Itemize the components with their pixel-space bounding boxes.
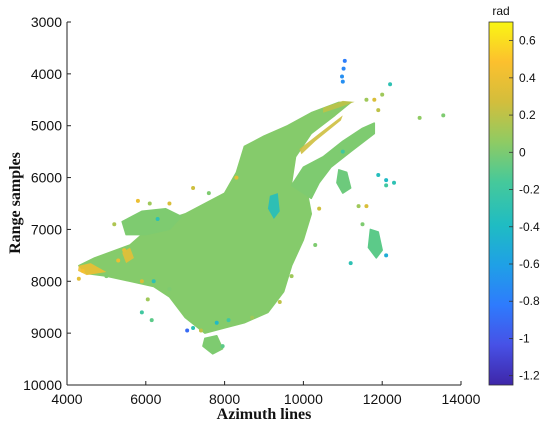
scatter-point [384, 178, 389, 183]
scatter-point [313, 242, 318, 247]
y-tick-label: 4000 [31, 66, 62, 82]
y-tick-label: 3000 [31, 14, 62, 30]
x-tick-label: 4000 [51, 391, 82, 407]
y-axis-ticks: 3000 4000 5000 6000 7000 8000 9000 10000 [23, 14, 71, 393]
x-tick-label: 14000 [442, 391, 481, 407]
scatter-points [76, 58, 446, 349]
scatter-point [388, 82, 393, 87]
colorbar: rad 0.6 0.4 0.2 0 -0.2 -0.4 -0.6 -0.8 -1 -1.2 [488, 4, 540, 386]
scatter-point [340, 79, 345, 84]
scatter-point [348, 261, 353, 266]
scatter-point [356, 204, 361, 209]
scatter-point [392, 180, 397, 185]
scatter-point [214, 320, 219, 325]
scatter-point [384, 183, 389, 188]
scatter-point [342, 58, 347, 63]
scatter-point [116, 258, 121, 263]
scatter-point [220, 344, 225, 349]
scatter-point [185, 328, 190, 333]
colorbar-tick-label: -0.6 [519, 257, 540, 271]
colorbar-tick-label: 0.4 [519, 71, 536, 85]
region-ne-lobe [290, 122, 376, 200]
scatter-point [360, 222, 365, 227]
colorbar-tick-label: -0.8 [519, 294, 540, 308]
colorbar-tick-label: -1.2 [519, 369, 540, 383]
scatter-point [80, 268, 85, 273]
x-tick-label: 6000 [130, 391, 161, 407]
colorbar-ticks: 0.6 0.4 0.2 0 -0.2 -0.4 -0.6 -0.8 -1 -1.2 [509, 34, 540, 383]
scatter-point [122, 248, 127, 253]
scatter-point [289, 274, 294, 279]
region-se-lobe [367, 228, 383, 259]
scatter-point [226, 318, 231, 323]
colorbar-tick-label: -0.4 [519, 220, 540, 234]
scatter-point [364, 204, 369, 209]
scatter-point [250, 315, 255, 320]
colorbar-gradient [488, 21, 514, 386]
scatter-point [191, 185, 196, 190]
scatter-point [145, 297, 150, 302]
x-tick-label: 12000 [363, 391, 402, 407]
y-tick-label: 6000 [31, 170, 62, 186]
y-tick-label: 5000 [31, 118, 62, 134]
scatter-point [376, 108, 381, 113]
colorbar-tick-label: 0 [519, 145, 526, 159]
scatter-point [191, 325, 196, 330]
scatter-point [139, 279, 144, 284]
scatter-point [340, 74, 345, 79]
x-tick-label: 10000 [284, 391, 323, 407]
scatter-point [384, 253, 389, 258]
scatter-point [151, 279, 156, 284]
feature-cyan-lake [267, 193, 280, 220]
colorbar-unit-label: rad [492, 4, 509, 18]
region-e-lobe [336, 169, 352, 194]
colorbar-tick-label: 0.2 [519, 108, 536, 122]
y-tick-label: 10000 [23, 377, 62, 393]
y-tick-label: 8000 [31, 273, 62, 289]
x-tick-label: 8000 [209, 391, 240, 407]
y-tick-label: 7000 [31, 221, 62, 237]
x-axis-ticks: 4000 6000 8000 10000 12000 14000 [51, 381, 481, 407]
region-s-lobe [202, 334, 224, 355]
scatter-point [372, 97, 377, 102]
colorbar-tick-label: -0.2 [519, 183, 540, 197]
scatter-point [149, 318, 154, 323]
scatter-point [380, 92, 385, 97]
colorbar-tick-label: -1 [519, 331, 530, 345]
scatter-point [317, 206, 322, 211]
scatter-point [340, 149, 345, 154]
y-axis-label: Range samples [7, 152, 24, 254]
scatter-point [234, 175, 239, 180]
scatter-point [76, 276, 81, 281]
scatter-point [155, 217, 160, 222]
scatter-point [135, 198, 140, 203]
region-main-body [78, 101, 352, 334]
scatter-point [104, 274, 109, 279]
scatter-point [364, 97, 369, 102]
region-w-patch [121, 207, 183, 236]
x-axis-label: Azimuth lines [217, 406, 312, 423]
y-tick-label: 9000 [31, 325, 62, 341]
deformation-regions [78, 101, 383, 355]
scatter-point [167, 201, 172, 206]
axes [66, 22, 461, 386]
scatter-point [277, 300, 282, 305]
scatter-point [376, 172, 381, 177]
colorbar-tick-label: 0.6 [519, 34, 536, 48]
scatter-point [348, 141, 353, 146]
scatter-point [147, 201, 152, 206]
scatter-point [198, 328, 203, 333]
plot-area: 4000 6000 8000 10000 12000 14000 3000 4000 5000… [23, 14, 481, 407]
scatter-point [341, 66, 346, 71]
feature-west-yellow-edge [78, 263, 107, 276]
scatter-point [441, 113, 446, 118]
feature-north-stripe [323, 100, 355, 113]
feature-ne-stripe [299, 115, 343, 155]
scatter-point [112, 222, 117, 227]
scatter-point [206, 191, 211, 196]
scatter-point [139, 310, 144, 315]
scatter-point [167, 287, 172, 292]
scatter-point [417, 115, 422, 120]
